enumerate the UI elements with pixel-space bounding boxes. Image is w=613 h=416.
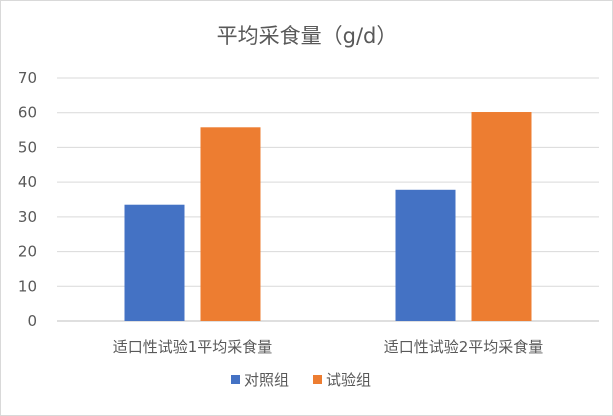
y-tick-label: 10 [18, 277, 37, 295]
chart-title: 平均采食量（g/d） [217, 24, 398, 48]
bars [124, 112, 532, 322]
y-tick-label: 30 [18, 208, 37, 226]
bar-control-1 [124, 204, 185, 321]
x-category-label: 适口性试验2平均采食量 [384, 338, 544, 356]
y-axis-ticks: 0 10 20 30 40 50 60 70 [18, 69, 37, 330]
bar-control-2 [395, 189, 456, 321]
y-tick-label: 40 [18, 173, 37, 191]
y-tick-label: 70 [18, 69, 37, 87]
y-tick-label: 60 [18, 104, 37, 122]
legend-swatch-2 [313, 375, 322, 384]
y-tick-label: 50 [18, 138, 37, 156]
bar-test-2 [471, 112, 532, 322]
legend: 对照组 试验组 [231, 371, 371, 389]
legend-label-1: 对照组 [244, 371, 289, 389]
y-tick-label: 20 [18, 243, 37, 261]
legend-swatch-1 [231, 375, 240, 384]
x-axis-labels: 适口性试验1平均采食量 适口性试验2平均采食量 [113, 338, 544, 356]
y-tick-label: 0 [27, 312, 37, 330]
legend-label-2: 试验组 [326, 371, 371, 389]
bar-test-1 [200, 127, 261, 322]
x-category-label: 适口性试验1平均采食量 [113, 338, 273, 356]
